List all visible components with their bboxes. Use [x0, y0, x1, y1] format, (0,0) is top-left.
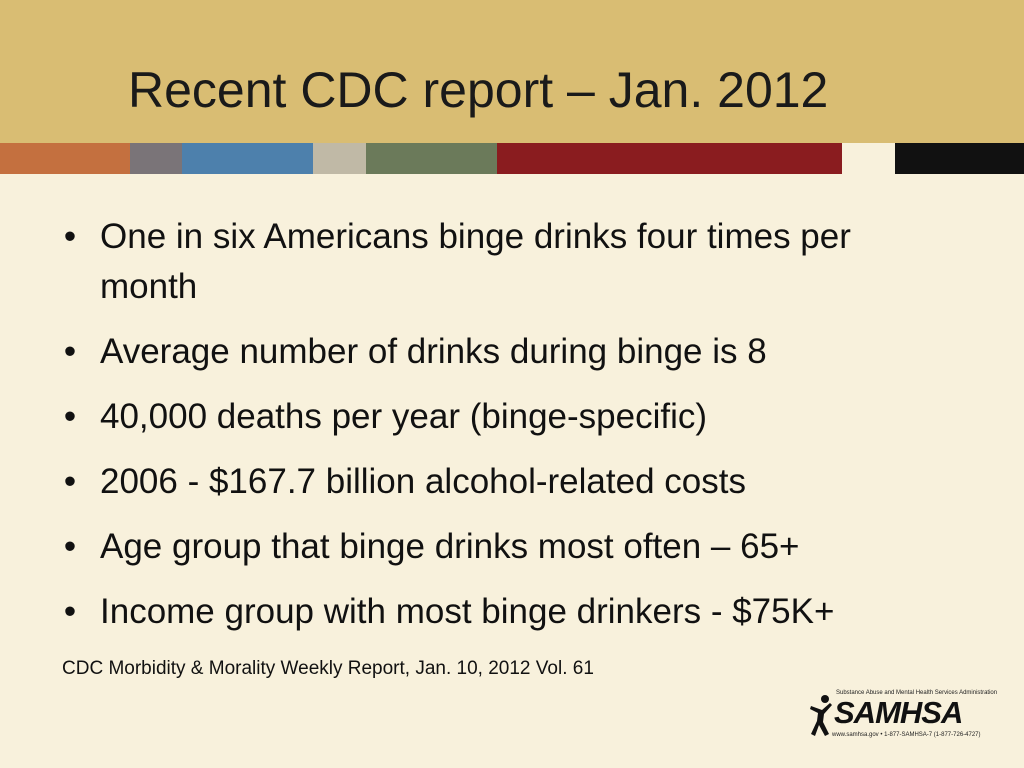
stripe-segment [895, 143, 1024, 174]
bullet-item: • 2006 - $167.7 billion alcohol-related c… [60, 457, 1000, 507]
color-stripe [0, 143, 1024, 174]
bullet-item: • Age group that binge drinks most often … [60, 522, 1000, 572]
bullet-item: • One in six Americans binge drinks four … [60, 212, 940, 312]
stripe-segment [182, 143, 313, 174]
stripe-segment [0, 143, 130, 174]
stripe-segment [497, 143, 842, 174]
bullet-text: Age group that binge drinks most often –… [100, 527, 800, 566]
bullet-dot-icon: • [63, 397, 77, 436]
logo-contact: www.samhsa.gov • 1-877-SAMHSA-7 (1-877-7… [832, 732, 981, 738]
person-figure-icon [810, 695, 832, 736]
stripe-segment [842, 143, 895, 174]
bullet-list: • One in six Americans binge drinks four … [60, 212, 1000, 652]
title-bar [0, 0, 1024, 143]
stripe-segment [130, 143, 182, 174]
logo-tagline: Substance Abuse and Mental Health Servic… [836, 690, 998, 696]
stripe-segment [366, 143, 497, 174]
samhsa-logo: Substance Abuse and Mental Health Servic… [808, 690, 997, 742]
bullet-item: • 40,000 deaths per year (binge-specific) [60, 392, 1000, 442]
stripe-segment [313, 143, 366, 174]
bullet-text: Income group with most binge drinkers - … [100, 592, 835, 631]
bullet-item: • Average number of drinks during binge i… [60, 327, 1000, 377]
bullet-dot-icon: • [63, 592, 77, 631]
bullet-text: One in six Americans binge drinks four t… [100, 217, 851, 306]
bullet-dot-icon: • [63, 462, 77, 501]
bullet-dot-icon: • [63, 217, 77, 256]
logo-wordmark: SAMHSA [834, 695, 963, 730]
bullet-text: 40,000 deaths per year (binge-specific) [100, 397, 708, 436]
bullet-text: 2006 - $167.7 billion alcohol-related co… [100, 462, 746, 501]
bullet-dot-icon: • [63, 332, 77, 371]
bullet-item: • Income group with most binge drinkers -… [60, 587, 1000, 637]
bullet-text: Average number of drinks during binge is… [100, 332, 767, 371]
citation: CDC Morbidity & Morality Weekly Report, … [62, 658, 594, 679]
bullet-dot-icon: • [63, 527, 77, 566]
slide-title: Recent CDC report – Jan. 2012 [128, 62, 829, 118]
